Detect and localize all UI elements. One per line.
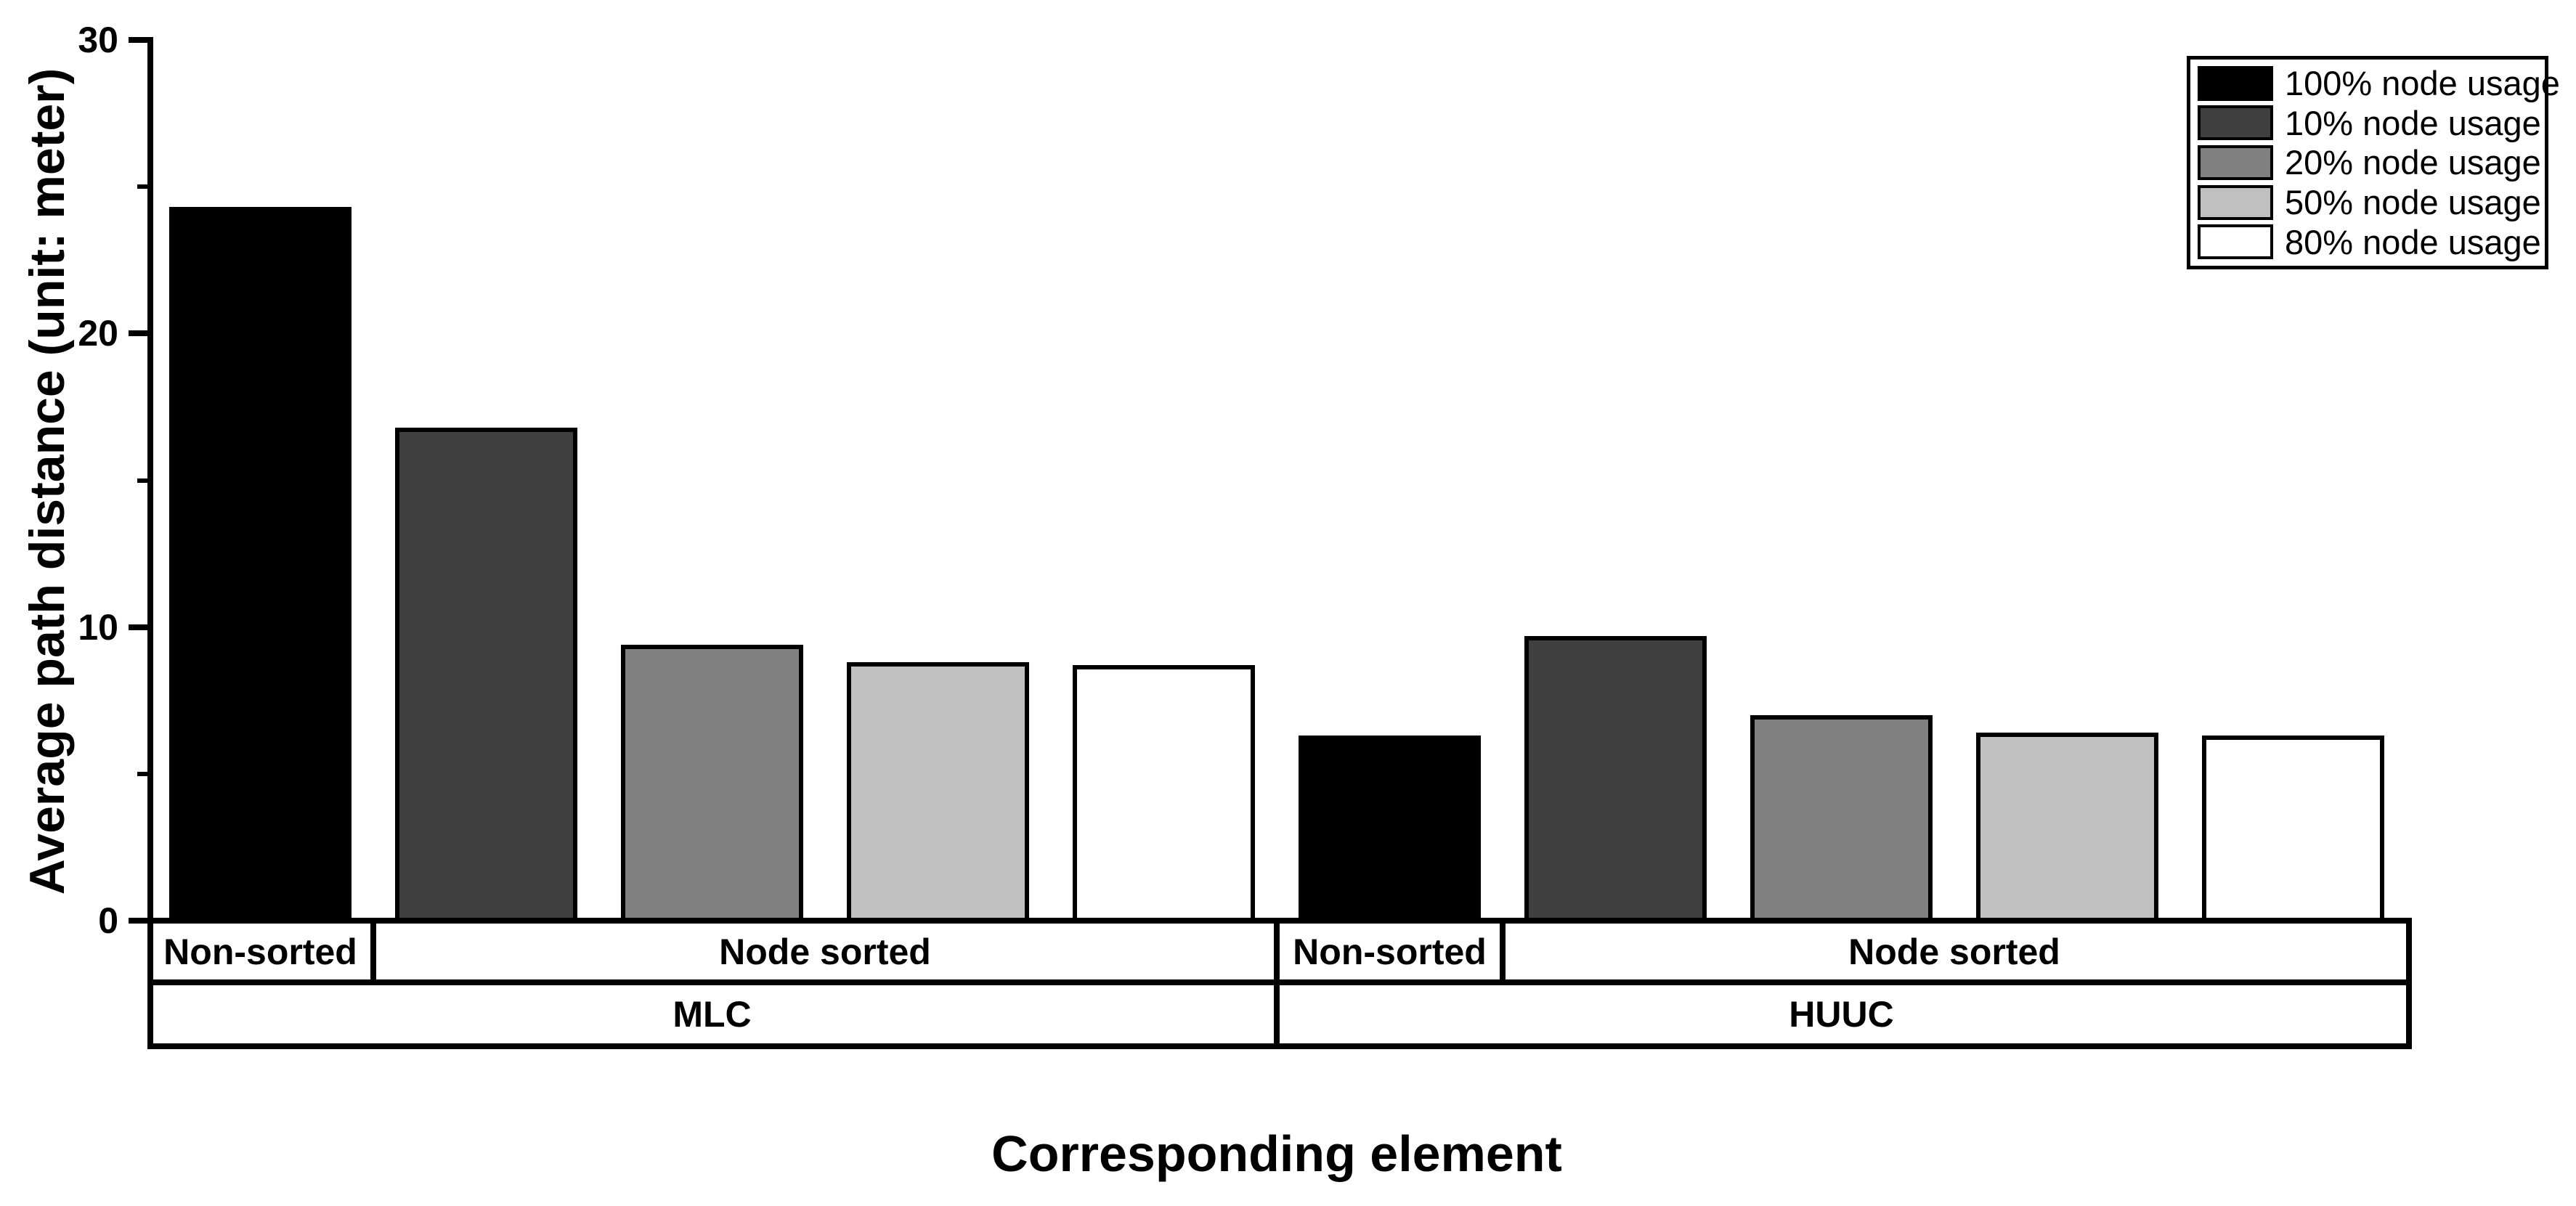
table-subgroup-label: Node sorted — [719, 931, 931, 972]
table-row-divider — [147, 979, 2412, 985]
legend-entry: 50% node usage — [2198, 183, 2541, 222]
legend-label: 10% node usage — [2285, 103, 2541, 142]
legend-swatch — [2198, 105, 2273, 141]
y-tick-label: 0 — [98, 900, 118, 941]
table-subgroup-label: Non-sorted — [163, 931, 357, 972]
bar — [1524, 636, 1707, 924]
y-tick-minor — [137, 772, 147, 776]
legend-entry: 20% node usage — [2198, 143, 2541, 182]
table-subgroup-label: Node sorted — [1848, 931, 2060, 972]
y-tick-major — [129, 918, 147, 924]
legend: 100% node usage 10% node usage 20% node us… — [2187, 56, 2560, 269]
table-subgroup-label: Non-sorted — [1293, 931, 1487, 972]
legend-entry: 80% node usage — [2198, 222, 2541, 261]
legend-label: 100% node usage — [2285, 64, 2560, 103]
legend-swatch — [2198, 184, 2273, 220]
bar — [1750, 715, 1933, 924]
table-cell-border — [370, 921, 376, 982]
table-left-border — [147, 921, 153, 1046]
y-axis-line — [147, 37, 153, 924]
table-group-label: HUUC — [1789, 994, 1894, 1035]
y-tick-major — [129, 37, 147, 43]
legend-swatch — [2198, 65, 2273, 101]
table-cell-border — [1274, 921, 1280, 1046]
legend-label: 20% node usage — [2285, 143, 2541, 182]
y-tick-major — [129, 330, 147, 336]
legend-label: 80% node usage — [2285, 222, 2541, 261]
x-axis-line — [147, 918, 2412, 924]
table-bottom-line — [147, 1043, 2412, 1049]
y-tick-minor — [137, 184, 147, 189]
x-axis-title: Corresponding element — [991, 1125, 1562, 1182]
bar — [395, 428, 577, 924]
bar — [1299, 736, 1481, 924]
bar — [1976, 733, 2158, 924]
y-tick-label: 20 — [78, 313, 118, 354]
legend-label: 50% node usage — [2285, 183, 2541, 222]
legend-swatch — [2198, 144, 2273, 180]
y-tick-label: 30 — [78, 20, 118, 60]
bar — [621, 645, 803, 924]
table-cell-border — [1500, 921, 1506, 982]
bar — [1073, 665, 1255, 924]
bar — [2202, 736, 2384, 924]
y-tick-major — [129, 624, 147, 630]
legend-entry: 100% node usage — [2198, 64, 2560, 102]
table-right-border — [2406, 921, 2412, 1046]
bar — [169, 207, 352, 924]
legend-swatch — [2198, 224, 2273, 260]
y-tick-minor — [137, 478, 147, 483]
bar — [847, 662, 1029, 924]
table-group-label: MLC — [673, 994, 752, 1035]
legend-entry: 10% node usage — [2198, 103, 2541, 142]
y-tick-label: 10 — [78, 607, 118, 648]
